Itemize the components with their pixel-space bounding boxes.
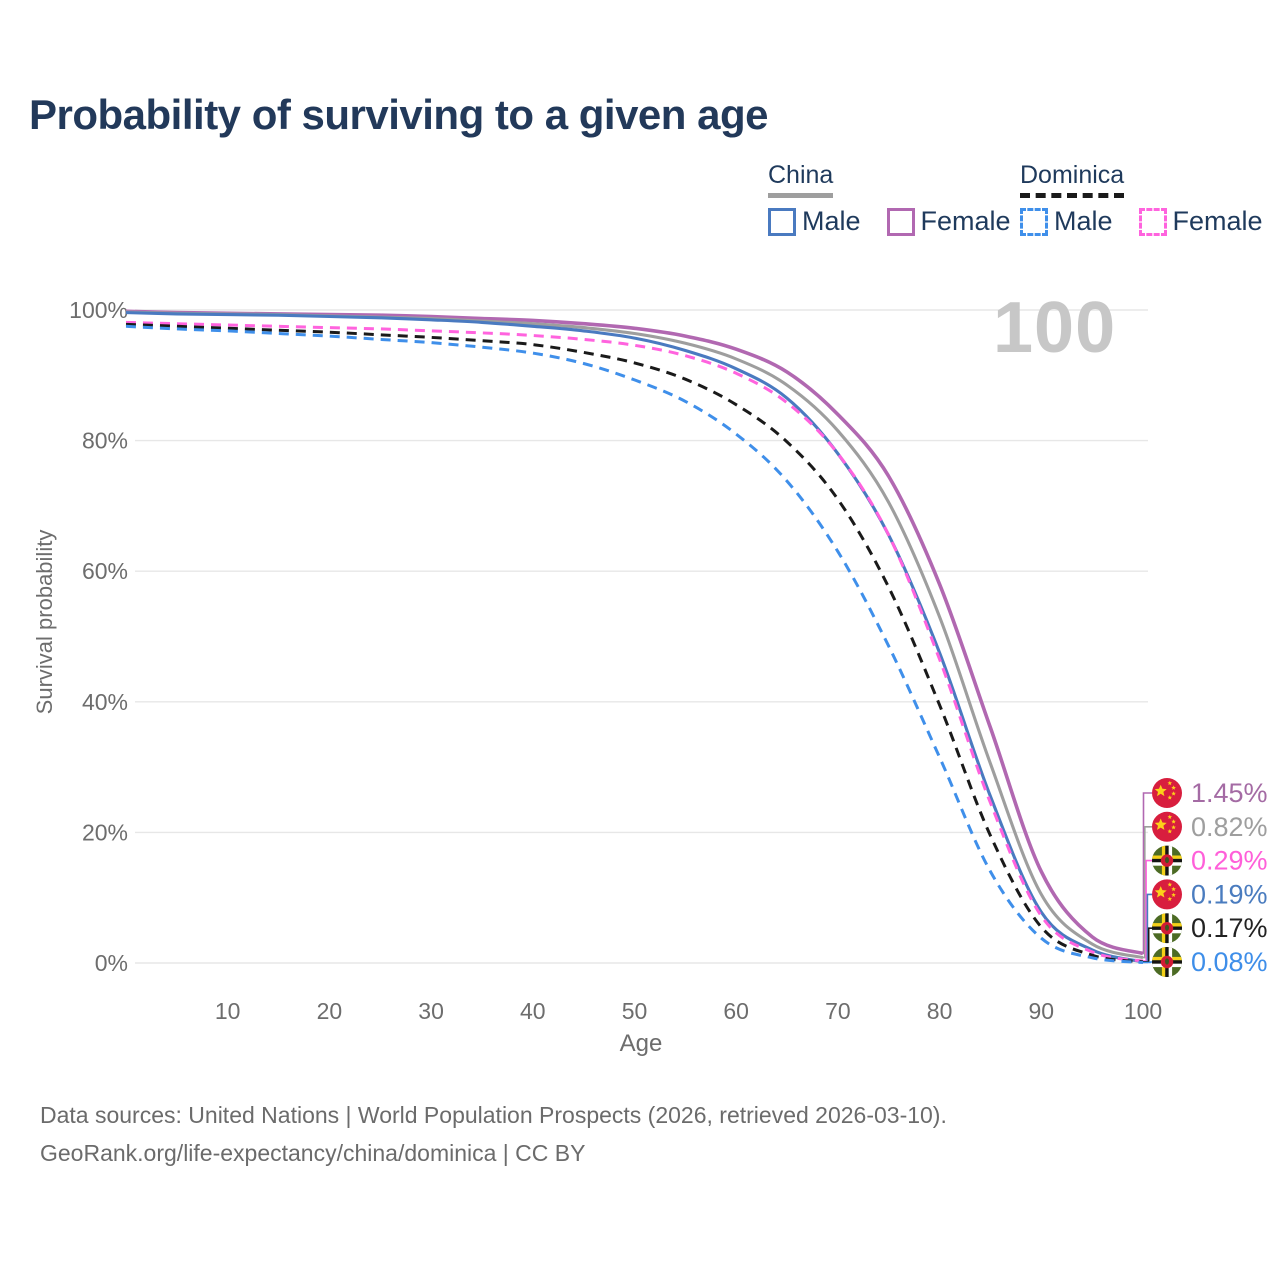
y-tick-label-100: 100% bbox=[69, 297, 128, 323]
china-female-swatch-icon bbox=[886, 207, 915, 236]
legend-country-dominica-label: Dominica bbox=[1020, 161, 1125, 189]
x-tick-label-10: 10 bbox=[215, 998, 241, 1024]
legend-item-china-female[interactable]: Female bbox=[886, 206, 1011, 237]
series-line-dominica-female[interactable] bbox=[125, 320, 1144, 963]
end-label-connector-china-female bbox=[1142, 792, 1152, 955]
china-flag-icon[interactable] bbox=[1152, 879, 1182, 910]
series-line-china-female[interactable] bbox=[125, 309, 1144, 956]
dominica-dashed-line-swatch-icon bbox=[1020, 193, 1125, 198]
dominica-male-swatch-icon bbox=[1020, 207, 1048, 236]
footer: Data sources: United Nations | World Pop… bbox=[40, 1096, 947, 1172]
x-tick-label-20: 20 bbox=[317, 998, 343, 1024]
china-flag-icon[interactable] bbox=[1152, 811, 1182, 842]
legend-country-dominica[interactable]: Dominica bbox=[1020, 161, 1125, 198]
legend-country-china-label: China bbox=[768, 161, 834, 189]
x-tick-label-80: 80 bbox=[927, 998, 953, 1024]
china-solid-line-swatch-icon bbox=[768, 193, 834, 198]
y-tick-label-20: 20% bbox=[82, 819, 128, 845]
y-tick-label-60: 60% bbox=[82, 558, 128, 584]
y-axis-title: Survival probability bbox=[32, 529, 57, 715]
end-label-china-both-sexes[interactable]: 0.82% bbox=[1191, 812, 1268, 842]
legend-item-dominica-male[interactable]: Male bbox=[1020, 206, 1113, 237]
end-label-china-male[interactable]: 0.19% bbox=[1191, 879, 1268, 909]
legend-country-china[interactable]: China bbox=[768, 161, 834, 198]
footer-attribution: GeoRank.org/life-expectancy/china/domini… bbox=[40, 1140, 586, 1166]
dominica-female-swatch-icon bbox=[1138, 207, 1167, 236]
watermark-age-100: 100 bbox=[993, 288, 1117, 368]
china-male-swatch-icon bbox=[768, 207, 796, 236]
dominica-flag-icon[interactable] bbox=[1152, 947, 1182, 977]
legend-group-dominica: Dominica Male Female bbox=[1020, 161, 1263, 237]
legend-item-china-female-label: Female bbox=[920, 206, 1011, 236]
end-label-china-female[interactable]: 1.45% bbox=[1191, 778, 1268, 808]
legend-item-china-male-label: Male bbox=[802, 206, 861, 236]
x-tick-label-90: 90 bbox=[1029, 998, 1055, 1024]
series-line-china-both-sexes[interactable] bbox=[125, 310, 1144, 960]
x-tick-label-70: 70 bbox=[825, 998, 851, 1024]
x-tick-label-30: 30 bbox=[418, 998, 444, 1024]
page-title: Probability of surviving to a given age bbox=[29, 91, 768, 138]
x-tick-label-60: 60 bbox=[723, 998, 749, 1024]
y-tick-label-80: 80% bbox=[82, 428, 128, 454]
x-tick-label-40: 40 bbox=[520, 998, 546, 1024]
dominica-flag-icon[interactable] bbox=[1152, 913, 1182, 944]
legend-group-china: China Male Female bbox=[768, 161, 1011, 237]
y-tick-label-0: 0% bbox=[95, 950, 128, 976]
dominica-flag-icon[interactable] bbox=[1152, 845, 1182, 876]
y-tick-label-40: 40% bbox=[82, 689, 128, 715]
end-label-dominica-both-sexes[interactable]: 0.17% bbox=[1191, 913, 1268, 943]
legend-item-dominica-female[interactable]: Female bbox=[1138, 206, 1263, 237]
end-label-dominica-male[interactable]: 0.08% bbox=[1191, 947, 1268, 977]
legend-item-dominica-male-label: Male bbox=[1054, 206, 1113, 236]
footer-data-sources: Data sources: United Nations | World Pop… bbox=[40, 1102, 947, 1128]
x-axis-title: Age bbox=[619, 1030, 663, 1057]
end-label-connector-china-both-sexes bbox=[1143, 826, 1152, 959]
legend-item-china-male[interactable]: Male bbox=[768, 206, 861, 237]
end-label-dominica-female[interactable]: 0.29% bbox=[1191, 846, 1268, 876]
legend-item-dominica-female-label: Female bbox=[1172, 206, 1263, 236]
x-tick-label-50: 50 bbox=[622, 998, 648, 1024]
series-line-china-male[interactable] bbox=[125, 311, 1144, 964]
china-flag-icon[interactable] bbox=[1152, 778, 1182, 808]
x-tick-label-100: 100 bbox=[1124, 998, 1162, 1024]
series-line-dominica-male[interactable] bbox=[125, 324, 1144, 964]
series-line-dominica-both-sexes[interactable] bbox=[125, 322, 1144, 964]
end-label-connector-dominica-male bbox=[1143, 961, 1152, 964]
